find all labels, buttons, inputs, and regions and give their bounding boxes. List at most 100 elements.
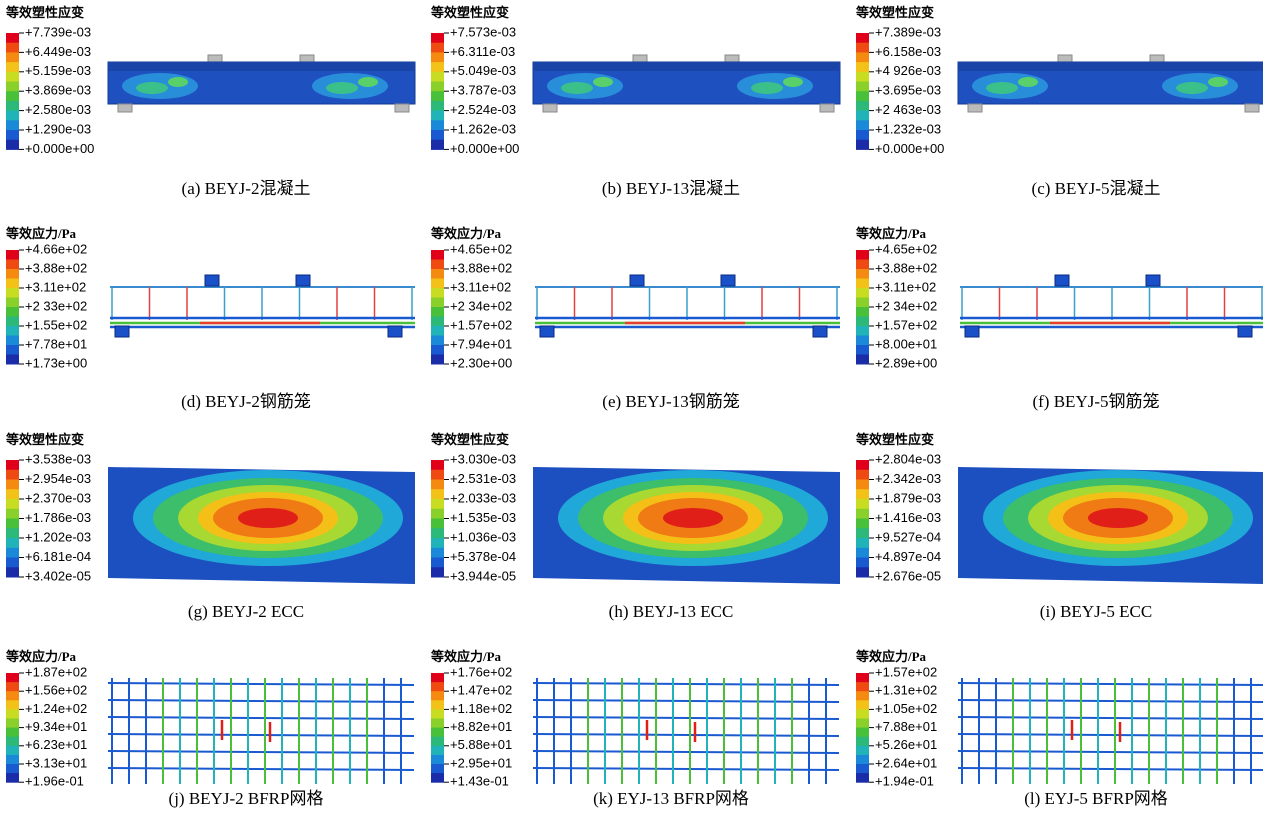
support-block bbox=[296, 275, 310, 286]
legend-label: +7.78e+01 bbox=[25, 336, 87, 351]
legend-swatch bbox=[431, 528, 444, 538]
legend-label: +1.18e+02 bbox=[450, 701, 512, 716]
legend-label: +2.804e-03 bbox=[875, 451, 941, 466]
legend-swatch bbox=[856, 558, 869, 568]
legend-title: 等效塑性应变 bbox=[430, 5, 509, 20]
support-block bbox=[721, 275, 735, 286]
legend-title: 等效应力/Pa bbox=[430, 226, 502, 241]
caption: (j) BEYJ-2 BFRP网格 bbox=[169, 789, 324, 808]
legend-label: +1.232e-03 bbox=[875, 121, 941, 136]
legend-label: +1.56e+02 bbox=[25, 683, 87, 698]
legend-swatch bbox=[431, 52, 444, 62]
legend-swatch bbox=[856, 709, 869, 719]
legend-swatch bbox=[6, 269, 19, 279]
legend-label: +1.47e+02 bbox=[450, 683, 512, 698]
legend-swatch bbox=[6, 317, 19, 327]
legend-label: +7.739e-03 bbox=[25, 24, 91, 39]
strain-contour bbox=[663, 508, 723, 528]
legend-label: +4.66e+02 bbox=[25, 241, 87, 256]
legend-swatch bbox=[856, 682, 869, 692]
legend-swatch bbox=[431, 260, 444, 270]
legend-label: +1.290e-03 bbox=[25, 121, 91, 136]
legend-swatch bbox=[856, 111, 869, 121]
legend-swatch bbox=[431, 62, 444, 72]
support-block bbox=[115, 326, 129, 337]
legend-label: +2.033e-03 bbox=[450, 490, 516, 505]
strain-zone bbox=[136, 82, 168, 94]
legend-label: +6.311e-03 bbox=[450, 44, 515, 59]
legend-label: +1.31e+02 bbox=[875, 683, 937, 698]
legend-label: +5.26e+01 bbox=[875, 737, 937, 752]
legend-swatch bbox=[6, 509, 19, 519]
legend-swatch bbox=[431, 719, 444, 729]
legend-swatch bbox=[431, 499, 444, 509]
legend-label: +3.944e-05 bbox=[450, 568, 516, 583]
legend-title: 等效应力/Pa bbox=[430, 649, 502, 664]
legend-label: +3.11e+02 bbox=[875, 279, 936, 294]
legend-swatch bbox=[431, 355, 444, 365]
legend-label: +2.30e+00 bbox=[450, 355, 512, 370]
legend-label: +1.94e-01 bbox=[875, 774, 934, 789]
legend-swatch bbox=[856, 33, 869, 43]
support-block bbox=[205, 275, 219, 286]
legend-swatch bbox=[431, 538, 444, 548]
legend-label: +2 34e+02 bbox=[450, 298, 512, 313]
legend-swatch bbox=[856, 470, 869, 480]
legend-label: +1.76e+02 bbox=[450, 664, 512, 679]
legend-label: +4 926e-03 bbox=[875, 63, 941, 78]
legend-label: +6.181e-04 bbox=[25, 549, 91, 564]
legend-label: +2.89e+00 bbox=[875, 355, 937, 370]
legend-title: 等效塑性应变 bbox=[430, 432, 509, 447]
legend-label: +1.879e-03 bbox=[875, 490, 941, 505]
legend-label: +2.64e+01 bbox=[875, 755, 937, 770]
legend-swatch bbox=[6, 91, 19, 101]
legend-swatch bbox=[6, 728, 19, 738]
strain-zone bbox=[1176, 82, 1208, 94]
support-block bbox=[540, 326, 554, 337]
legend-label: +1.73e+00 bbox=[25, 355, 87, 370]
legend-swatch bbox=[431, 326, 444, 336]
legend-label: +6.449e-03 bbox=[25, 44, 91, 59]
legend-swatch bbox=[856, 307, 869, 317]
legend-swatch bbox=[6, 746, 19, 756]
legend-label: +3.11e+02 bbox=[450, 279, 511, 294]
mesh-strand bbox=[108, 683, 414, 685]
legend-label: +4.65e+02 bbox=[450, 241, 512, 256]
panel: 等效塑性应变+3.030e-03+2.531e-03+2.033e-03+1.5… bbox=[430, 432, 840, 621]
support bbox=[395, 104, 409, 112]
caption: (a) BEYJ-2混凝土 bbox=[182, 179, 311, 198]
legend-label: +1.202e-03 bbox=[25, 529, 91, 544]
mesh-strand bbox=[108, 734, 414, 736]
legend-swatch bbox=[431, 773, 444, 783]
legend-title: 等效塑性应变 bbox=[5, 5, 84, 20]
legend-swatch bbox=[856, 499, 869, 509]
legend-swatch bbox=[856, 43, 869, 53]
strain-contour bbox=[238, 508, 298, 528]
caption: (e) BEYJ-13钢筋笼 bbox=[602, 392, 739, 411]
strain-zone bbox=[561, 82, 593, 94]
legend-swatch bbox=[6, 700, 19, 710]
support-block bbox=[1238, 326, 1252, 337]
mesh-strand bbox=[108, 768, 414, 770]
legend-label: +1.036e-03 bbox=[450, 529, 516, 544]
legend-label: +1.87e+02 bbox=[25, 664, 87, 679]
legend-swatch bbox=[431, 91, 444, 101]
legend-label: +1.57e+02 bbox=[450, 317, 512, 332]
legend-swatch bbox=[431, 673, 444, 683]
legend-label: +7.573e-03 bbox=[450, 24, 516, 39]
legend-swatch bbox=[6, 773, 19, 783]
support bbox=[820, 104, 834, 112]
mesh-strand bbox=[533, 683, 839, 685]
support bbox=[118, 104, 132, 112]
legend-swatch bbox=[431, 307, 444, 317]
legend-label: +3.538e-03 bbox=[25, 451, 91, 466]
mesh-strand bbox=[108, 751, 414, 753]
panel: 等效塑性应变+3.538e-03+2.954e-03+2.370e-03+1.7… bbox=[5, 432, 415, 621]
legend-swatch bbox=[431, 72, 444, 82]
support bbox=[968, 104, 982, 112]
legend-label: +0.000e+00 bbox=[875, 141, 944, 156]
legend-swatch bbox=[856, 288, 869, 298]
legend-swatch bbox=[856, 101, 869, 111]
legend-label: +3.88e+02 bbox=[875, 260, 937, 275]
legend-swatch bbox=[431, 691, 444, 701]
